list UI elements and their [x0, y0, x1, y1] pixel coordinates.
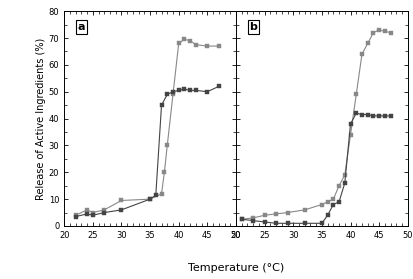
Text: b: b: [249, 22, 256, 32]
Text: a: a: [77, 22, 85, 32]
Y-axis label: Release of Active Ingredients (%): Release of Active Ingredients (%): [36, 37, 46, 200]
Text: Temperature (°C): Temperature (°C): [188, 263, 283, 273]
